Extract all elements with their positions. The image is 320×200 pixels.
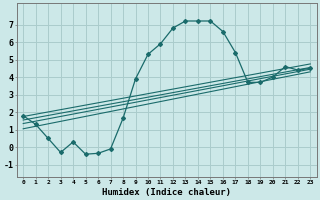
X-axis label: Humidex (Indice chaleur): Humidex (Indice chaleur) — [102, 188, 231, 197]
